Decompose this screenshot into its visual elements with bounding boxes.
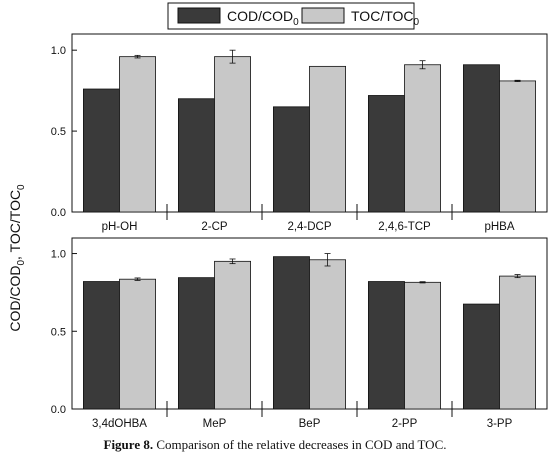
bar-cod <box>272 256 310 410</box>
bar-cod <box>177 98 215 213</box>
bar-toc <box>119 56 156 213</box>
bar-toc <box>404 64 441 213</box>
category-label: pHBA <box>484 221 514 233</box>
category-label: 2,4,6-TCP <box>378 221 431 233</box>
category-label: MeP <box>203 418 227 430</box>
bar-toc <box>404 281 441 410</box>
bar-cod <box>177 277 215 410</box>
panel-bottom: 0.0 0.5 1.0 3,4dOHBA MeP BeP 2-PP 3-PP <box>51 237 548 430</box>
panel-top: 0.0 0.5 1.0 pH-OH 2-CP 2,4-DCP 2,4,6-TCP pHBA <box>51 33 548 233</box>
caption-label: Figure 8. <box>103 437 154 452</box>
y-tick-label: 0.5 <box>51 326 66 338</box>
bar-toc <box>309 65 346 213</box>
legend-label-toc: TOC/TOC0 <box>351 8 420 28</box>
category-label: 2-CP <box>201 221 228 233</box>
bar-toc <box>214 56 251 213</box>
legend-swatch-toc <box>301 7 345 24</box>
bar-toc <box>119 278 156 410</box>
legend-label-cod: COD/COD0 <box>227 8 299 28</box>
bar-cod <box>462 303 500 410</box>
caption-text: Comparison of the relative decreases in … <box>153 437 447 452</box>
bar-toc <box>499 80 536 213</box>
category-label: 3-PP <box>487 418 513 430</box>
category-label: 2,4-DCP <box>287 221 331 233</box>
figure-caption: Figure 8. Comparison of the relative dec… <box>0 437 550 453</box>
y-axis-label: COD/COD0, TOC/TOC0 <box>7 184 27 332</box>
y-tick-label: 0.0 <box>51 207 66 219</box>
category-label: pH-OH <box>102 221 138 233</box>
y-tick-label: 0.5 <box>51 126 66 138</box>
legend: COD/COD0 TOC/TOC0 <box>167 2 420 30</box>
bar-cod <box>367 281 405 410</box>
category-label: 2-PP <box>392 418 418 430</box>
legend-swatch-cod <box>177 7 221 24</box>
bar-toc <box>309 259 346 410</box>
bar-cod <box>272 106 310 213</box>
bar-cod <box>367 95 405 213</box>
y-tick-label: 1.0 <box>51 249 66 261</box>
bar-toc <box>499 275 536 410</box>
bar-toc <box>214 260 251 410</box>
category-label: 3,4dOHBA <box>92 418 147 430</box>
y-tick-label: 0.0 <box>51 404 66 416</box>
category-label: BeP <box>299 418 321 430</box>
y-tick-label: 1.0 <box>51 45 66 57</box>
bar-cod <box>462 64 500 213</box>
bar-cod <box>83 88 120 213</box>
bar-cod <box>83 281 120 410</box>
